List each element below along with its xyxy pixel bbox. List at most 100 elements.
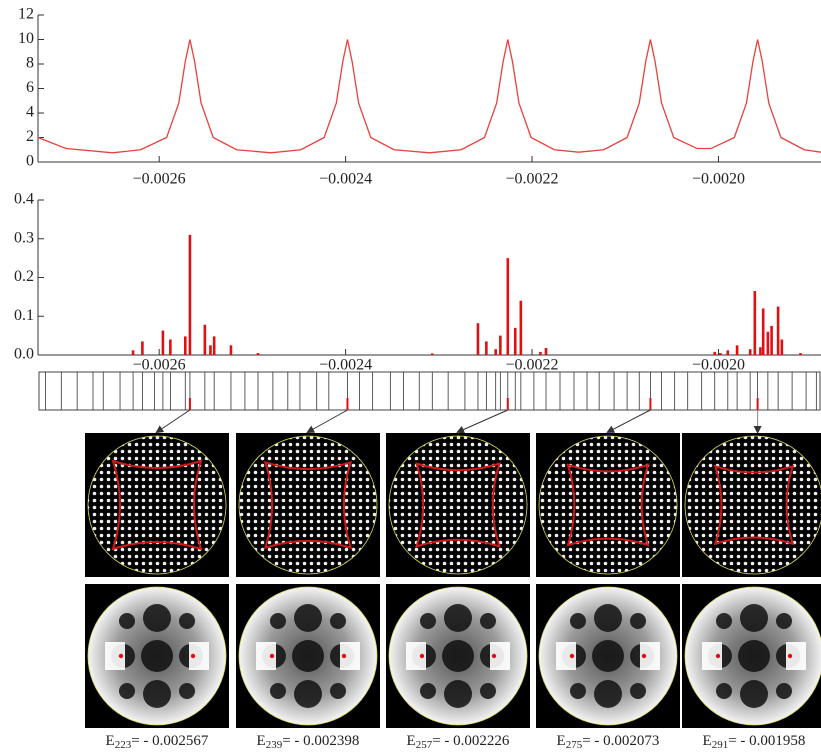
x-tick-label: −0.0022 <box>506 357 559 374</box>
x-tick-label: −0.0026 <box>133 357 186 374</box>
bar <box>131 350 135 355</box>
state-energy: = - 0.002073 <box>582 733 659 749</box>
x-tick-label: −0.0020 <box>692 357 745 374</box>
bar <box>713 351 717 355</box>
fixed-point <box>269 653 275 659</box>
classical-orbit <box>263 460 353 550</box>
bar <box>759 347 762 355</box>
bar <box>212 336 216 355</box>
bar <box>499 335 502 355</box>
husimi-bright <box>256 642 276 670</box>
husimi-dark <box>179 613 195 629</box>
fixed-point <box>190 653 196 659</box>
husimi-dark <box>570 683 586 699</box>
y-tick-label: 6 <box>26 79 34 96</box>
state-label: E291= - 0.001958 <box>703 733 806 750</box>
bar <box>726 350 730 355</box>
y-tick-label: 0 <box>26 153 34 170</box>
fixed-point <box>419 653 425 659</box>
husimi-bright <box>105 642 125 670</box>
fixed-point <box>341 653 347 659</box>
bar <box>766 331 770 355</box>
state-energy: = - 0.002226 <box>432 733 510 749</box>
fixed-point <box>715 653 721 659</box>
bar <box>539 351 542 355</box>
husimi-dark <box>330 683 346 699</box>
bar <box>506 258 510 355</box>
husimi-dark <box>270 683 286 699</box>
bar <box>776 306 780 355</box>
state-label: E275= - 0.002073 <box>557 733 660 750</box>
x-tick-label: −0.0024 <box>319 171 372 188</box>
husimi-dark <box>143 680 171 708</box>
strip-frame <box>38 371 821 411</box>
y-tick-label: 0.2 <box>14 268 34 285</box>
husimi-bright <box>406 642 426 670</box>
state-symbol: E <box>257 733 266 749</box>
husimi-dark <box>143 604 171 632</box>
husimi-dark <box>294 604 322 632</box>
fixed-point <box>118 653 124 659</box>
arrow <box>306 409 348 433</box>
y-tick-label: 10 <box>18 30 34 47</box>
husimi-dark <box>444 604 472 632</box>
y-tick-label: 2 <box>26 128 34 145</box>
husimi-dark <box>594 680 622 708</box>
arrow <box>606 409 651 433</box>
husimi-bright <box>702 642 722 670</box>
bar <box>161 330 165 355</box>
husimi-dark <box>776 613 792 629</box>
wavefunction-map <box>388 435 528 575</box>
wavefunction-map <box>87 435 227 575</box>
classical-orbit <box>713 464 795 546</box>
bar <box>203 324 207 355</box>
bar <box>753 291 757 355</box>
bar <box>256 353 260 355</box>
husimi-dark <box>740 680 768 708</box>
husimi-dark <box>292 640 324 672</box>
husimi-dark <box>716 683 732 699</box>
bar <box>770 325 773 355</box>
bar <box>430 353 434 355</box>
fixed-point <box>641 653 647 659</box>
arrow <box>155 409 191 434</box>
wavefunction-map <box>238 435 378 575</box>
husimi-bright <box>556 642 576 670</box>
husimi-dark <box>480 613 496 629</box>
x-tick-label: −0.0022 <box>506 171 559 188</box>
x-tick-label: −0.0024 <box>319 357 372 374</box>
wavefunction-map <box>538 435 678 575</box>
fixed-point <box>787 653 793 659</box>
state-symbol: E <box>106 733 115 749</box>
x-tick-label: −0.0026 <box>133 171 186 188</box>
husimi-bright <box>640 642 660 670</box>
state-symbol: E <box>407 733 416 749</box>
husimi-dark <box>420 613 436 629</box>
state-index: 223 <box>115 739 132 751</box>
husimi-dark <box>776 683 792 699</box>
bar <box>748 349 752 355</box>
wavefunction-map <box>684 435 821 575</box>
state-label: E239= - 0.002398 <box>257 733 360 750</box>
bar <box>719 353 722 355</box>
state-index: 257 <box>416 739 433 751</box>
state-energy: = - 0.002567 <box>131 733 209 749</box>
bar <box>141 341 144 355</box>
bar <box>169 339 172 355</box>
husimi-dark <box>119 683 135 699</box>
bar <box>494 349 497 355</box>
state-energy: = - 0.001958 <box>728 733 805 749</box>
y-tick-label: 12 <box>18 6 34 23</box>
husimi-bright <box>340 642 360 670</box>
husimi-dark <box>480 683 496 699</box>
state-energy: = - 0.002398 <box>282 733 359 749</box>
husimi-dark <box>592 640 624 672</box>
bar <box>544 348 548 355</box>
husimi-dark <box>738 640 770 672</box>
line <box>37 39 821 154</box>
husimi-dark <box>294 680 322 708</box>
husimi-dark <box>740 604 768 632</box>
y-tick-label: 0.3 <box>14 229 34 246</box>
